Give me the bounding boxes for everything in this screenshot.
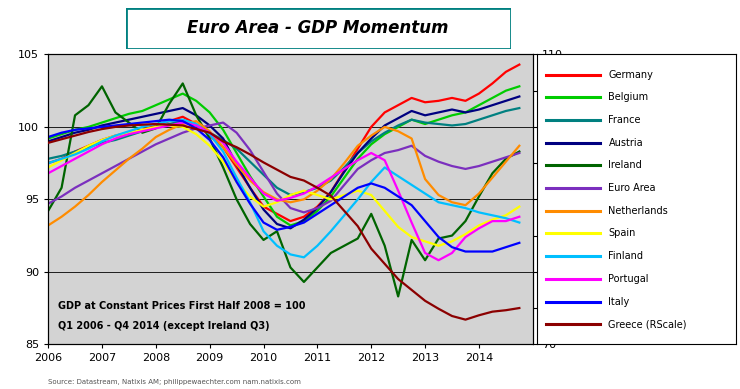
Text: Finland: Finland (608, 251, 643, 261)
Text: Netherlands: Netherlands (608, 206, 668, 216)
Text: Portugal: Portugal (608, 274, 649, 284)
Text: Source: Datastream, Natixis AM; philippewaechter.com nam.natixis.com: Source: Datastream, Natixis AM; philippe… (48, 379, 301, 385)
Text: Greece (RScale): Greece (RScale) (608, 319, 687, 329)
Text: Italy: Italy (608, 296, 630, 307)
Text: GDP at Constant Prices First Half 2008 = 100: GDP at Constant Prices First Half 2008 =… (58, 301, 306, 311)
Text: Austria: Austria (608, 138, 643, 147)
Text: Euro Area - GDP Momentum: Euro Area - GDP Momentum (187, 19, 449, 37)
Text: Ireland: Ireland (608, 160, 642, 170)
Text: Spain: Spain (608, 228, 636, 238)
FancyBboxPatch shape (126, 8, 511, 49)
Text: France: France (608, 115, 641, 125)
Text: Q1 2006 - Q4 2014 (except Ireland Q3): Q1 2006 - Q4 2014 (except Ireland Q3) (58, 321, 269, 331)
Text: Euro Area: Euro Area (608, 183, 656, 193)
Text: Germany: Germany (608, 70, 653, 79)
Text: Belgium: Belgium (608, 92, 648, 102)
